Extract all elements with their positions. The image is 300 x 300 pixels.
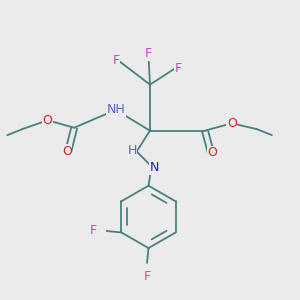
Text: H: H [128, 143, 137, 157]
Text: O: O [43, 114, 52, 127]
Text: O: O [62, 145, 72, 158]
Text: F: F [143, 270, 151, 283]
Text: F: F [145, 47, 152, 60]
Text: F: F [175, 62, 182, 75]
Text: F: F [90, 224, 97, 238]
Text: O: O [208, 146, 218, 160]
Text: NH: NH [106, 103, 125, 116]
Text: N: N [150, 161, 159, 174]
Text: O: O [227, 117, 237, 130]
Text: F: F [112, 54, 119, 67]
